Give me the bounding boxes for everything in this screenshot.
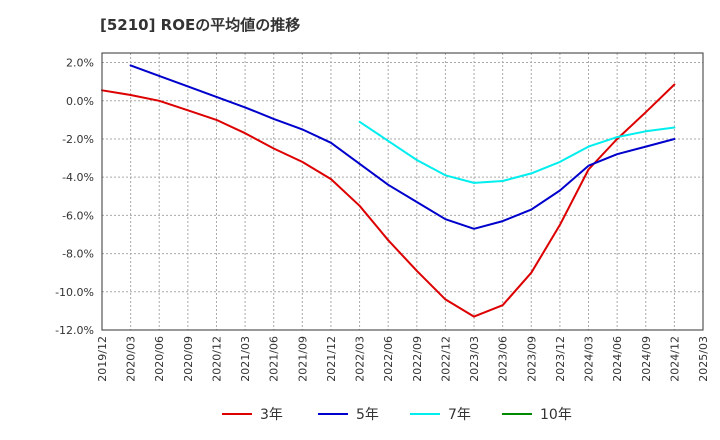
x-tick-label: 2024/09: [640, 336, 653, 382]
x-tick-label: 2022/09: [411, 336, 424, 382]
chart-title: [5210] ROEの平均値の推移: [100, 16, 301, 34]
x-tick-label: 2022/12: [439, 336, 452, 382]
x-tick-label: 2020/09: [182, 336, 195, 382]
legend-label: 3年: [260, 407, 283, 423]
y-axis-ticks: 2.0% 0.0% -2.0% -4.0% -6.0% -8.0% -10.0% -12.0%: [55, 57, 94, 337]
grid: [101, 53, 704, 331]
series-lines: [101, 64, 676, 318]
legend-label: 10年: [540, 407, 572, 423]
x-tick-label: 2021/12: [325, 336, 338, 382]
x-tick-label: 2022/03: [354, 336, 367, 382]
x-tick-label: 2025/03: [697, 336, 710, 382]
x-tick-label: 2024/12: [668, 336, 681, 382]
series-line-7年: [358, 120, 676, 184]
x-tick-label: 2020/12: [210, 336, 223, 382]
legend-label: 5年: [356, 407, 379, 423]
x-tick-label: 2021/03: [239, 336, 252, 382]
x-tick-label: 2020/03: [125, 336, 138, 382]
plot-area-frame: [101, 52, 704, 331]
series-line-3年: [101, 83, 676, 318]
x-tick-label: 2024/03: [583, 336, 596, 382]
x-tick-label: 2024/06: [611, 336, 624, 382]
series-line-5年: [129, 64, 676, 230]
y-tick-label: -6.0%: [62, 209, 94, 222]
y-tick-label: -12.0%: [55, 324, 94, 337]
legend: 3年 5年 7年 10年: [222, 407, 572, 423]
y-tick-label: -8.0%: [62, 248, 94, 261]
y-tick-label: -2.0%: [62, 133, 94, 146]
x-tick-label: 2021/06: [268, 336, 281, 382]
y-tick-label: 0.0%: [66, 95, 94, 108]
y-tick-label: 2.0%: [66, 57, 94, 70]
x-tick-label: 2023/03: [468, 336, 481, 382]
y-tick-label: -4.0%: [62, 171, 94, 184]
legend-label: 7年: [448, 407, 471, 423]
x-tick-label: 2023/09: [525, 336, 538, 382]
x-tick-label: 2019/12: [96, 336, 109, 382]
y-tick-label: -10.0%: [55, 286, 94, 299]
x-axis-ticks: 2019/12 2020/03 2020/06 2020/09 2020/12 2021/…: [96, 336, 710, 382]
x-tick-label: 2022/06: [382, 336, 395, 382]
x-tick-label: 2023/06: [497, 336, 510, 382]
x-tick-label: 2023/12: [554, 336, 567, 382]
x-tick-label: 2020/06: [153, 336, 166, 382]
x-tick-label: 2021/09: [296, 336, 309, 382]
